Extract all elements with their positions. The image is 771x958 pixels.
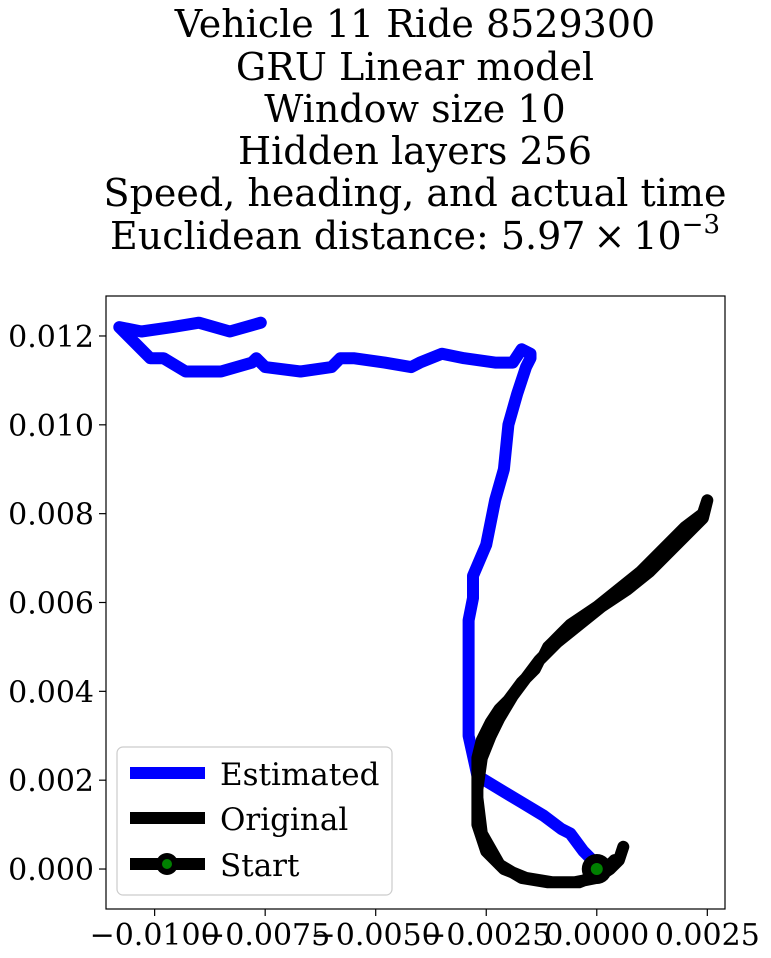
- x-tick-label: 0.0025: [655, 918, 760, 953]
- title-line-3: Window size 10: [264, 87, 565, 131]
- y-tick-label: 0.004: [8, 675, 94, 710]
- legend-label-estimated: Estimated: [220, 757, 379, 793]
- y-tick-label: 0.000: [8, 853, 94, 888]
- title-distance-base: 10: [633, 214, 681, 258]
- x-tick-label: −0.0025: [421, 918, 551, 953]
- legend-start-dot: [162, 859, 172, 869]
- legend-label-original: Original: [220, 802, 348, 838]
- chart-title: Vehicle 11 Ride 8529300 GRU Linear model…: [104, 2, 727, 258]
- y-tick-label: 0.010: [8, 409, 94, 444]
- y-tick-label: 0.006: [8, 587, 94, 622]
- start-marker-layer: [581, 854, 612, 885]
- title-line-6: Euclidean distance: 5.97 × 10−3: [110, 210, 720, 258]
- title-line-2: GRU Linear model: [236, 45, 594, 89]
- title-line-1: Vehicle 11 Ride 8529300: [174, 2, 655, 46]
- x-tick-label: −0.0075: [200, 918, 330, 953]
- x-tick-label: −0.0050: [311, 918, 441, 953]
- y-tick-label: 0.002: [8, 764, 94, 799]
- start-marker-dot: [590, 863, 603, 876]
- x-tick-label: 0.0000: [544, 918, 649, 953]
- y-tick-label: 0.012: [8, 320, 94, 355]
- title-line-5: Speed, heading, and actual time: [104, 171, 727, 215]
- title-distance-times: ×: [593, 214, 625, 258]
- series-line-original: [471, 494, 714, 889]
- title-distance-exponent: −3: [682, 210, 720, 240]
- title-line-4: Hidden layers 256: [238, 129, 592, 173]
- y-tick-label: 0.008: [8, 498, 94, 533]
- title-distance-prefix: Euclidean distance: 5.97: [110, 214, 585, 258]
- legend-label-start: Start: [220, 848, 300, 884]
- x-tick-label: −0.0100: [90, 918, 220, 953]
- y-axis: 0.000 0.002 0.004 0.006 0.008 0.010 0.012: [8, 320, 106, 888]
- legend: Estimated Original Start: [116, 746, 393, 896]
- series-layer: [113, 316, 714, 889]
